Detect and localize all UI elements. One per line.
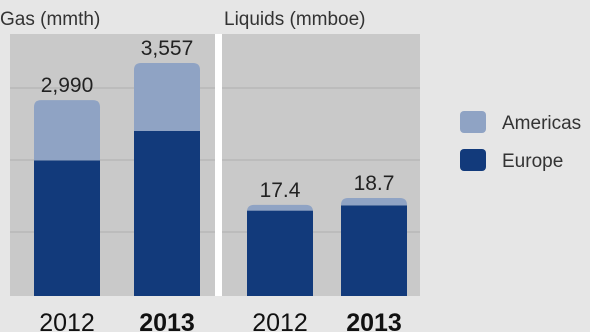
- liquids-bar-2013-americas: [341, 198, 407, 206]
- legend-swatch-americas: [460, 111, 486, 133]
- liquids-total-label-2013: 18.7: [354, 172, 395, 195]
- gas-category-label-2012: 2012: [39, 309, 95, 332]
- gas-bar-2012-europe: [34, 160, 100, 296]
- panel-divider: [215, 34, 222, 296]
- legend-label-europe: Europe: [502, 151, 563, 172]
- liquids-bar-2012-europe: [247, 210, 313, 296]
- legend: Americas Europe: [460, 111, 581, 172]
- legend-label-americas: Americas: [502, 113, 581, 134]
- gas-chart-title: Gas (mmth): [0, 9, 100, 30]
- gas-bar-2013-americas: [134, 63, 200, 131]
- liquids-bar-2012-americas: [247, 204, 313, 212]
- chart-labels: 2,990 2012 3,557 2013 Gas (mmth) 17.4 2012 18.7…: [0, 9, 402, 332]
- liquids-category-label-2013: 2013: [346, 309, 402, 332]
- gas-bar-2013-europe: [134, 130, 200, 296]
- gas-bar-2012-americas: [34, 100, 100, 161]
- chart-bars: [34, 63, 407, 296]
- liquids-chart-title: Liquids (mmboe): [224, 9, 366, 30]
- liquids-bar-2013-europe: [341, 205, 407, 296]
- gas-category-label-2013: 2013: [139, 309, 195, 332]
- gas-total-label-2012: 2,990: [41, 74, 94, 97]
- liquids-category-label-2012: 2012: [252, 309, 308, 332]
- liquids-total-label-2012: 17.4: [260, 179, 301, 202]
- gas-total-label-2013: 3,557: [141, 37, 194, 60]
- legend-swatch-europe: [460, 149, 486, 171]
